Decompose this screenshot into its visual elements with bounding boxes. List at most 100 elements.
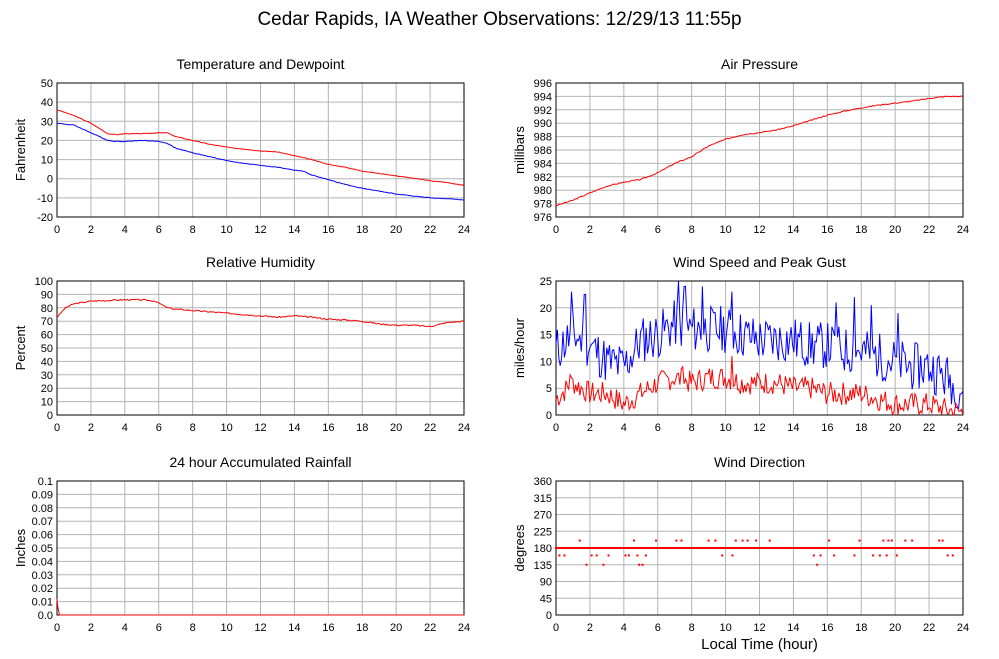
direction-point: [556, 547, 559, 549]
direction-point: [867, 547, 870, 549]
direction-point: [829, 547, 832, 549]
direction-point: [811, 547, 814, 549]
direction-point: [743, 547, 746, 549]
direction-point: [826, 547, 829, 549]
x-tick-label: 12: [254, 422, 266, 434]
direction-point: [911, 539, 914, 542]
direction-point: [678, 547, 681, 549]
x-tick-label: 12: [254, 224, 266, 236]
y-tick-label: 976: [534, 212, 552, 224]
direction-point: [880, 547, 883, 549]
direction-point: [834, 547, 837, 549]
direction-point: [627, 554, 630, 557]
direction-point: [782, 547, 785, 549]
direction-point: [807, 547, 810, 549]
direction-point: [897, 547, 900, 549]
x-tick-label: 6: [655, 224, 661, 236]
x-tick-label: 6: [156, 622, 162, 634]
direction-point: [941, 547, 944, 549]
direction-point: [639, 547, 642, 549]
direction-point: [768, 539, 771, 542]
y-tick-label: 0.04: [32, 556, 53, 568]
direction-point: [919, 547, 922, 549]
direction-point: [558, 547, 561, 549]
x-tick-label: 10: [220, 224, 232, 236]
x-tick-label: 4: [621, 622, 627, 634]
direction-point: [631, 547, 634, 549]
y-tick-label: 20: [41, 135, 53, 147]
x-tick-label: 14: [787, 224, 799, 236]
y-tick-label: 992: [534, 105, 552, 117]
direction-point: [621, 547, 624, 549]
direction-point: [734, 547, 737, 549]
direction-point: [590, 547, 593, 549]
direction-point: [855, 547, 858, 549]
direction-point: [724, 547, 727, 549]
y-tick-label: 270: [534, 510, 552, 522]
direction-point: [675, 547, 678, 549]
direction-point: [561, 547, 564, 549]
y-tick-label: 0: [546, 410, 552, 422]
direction-point: [809, 547, 812, 549]
direction-point: [848, 547, 851, 549]
direction-point: [836, 547, 839, 549]
direction-point: [804, 547, 807, 549]
direction-point: [590, 554, 593, 557]
direction-point: [746, 539, 749, 542]
x-tick-label: 16: [821, 224, 833, 236]
direction-point: [875, 547, 878, 549]
direction-point: [833, 554, 836, 557]
direction-point: [736, 547, 739, 549]
x-tick-label: 18: [855, 224, 867, 236]
direction-point: [733, 547, 736, 549]
direction-point: [641, 547, 644, 549]
direction-point: [614, 547, 617, 549]
direction-point: [902, 547, 905, 549]
direction-point: [672, 547, 675, 549]
x-tick-label: 0: [54, 422, 60, 434]
x-tick-label: 0: [54, 224, 60, 236]
x-tick-label: 22: [923, 422, 935, 434]
direction-point: [638, 547, 641, 549]
direction-point: [594, 547, 597, 549]
direction-point: [883, 547, 886, 549]
x-tick-label: 12: [753, 622, 765, 634]
direction-point: [936, 547, 939, 549]
y-tick-label: 996: [534, 78, 552, 90]
direction-point: [592, 547, 595, 549]
direction-point: [797, 547, 800, 549]
direction-point: [670, 547, 673, 549]
direction-point: [953, 547, 956, 549]
direction-point: [789, 547, 792, 549]
plot-frame: [56, 82, 465, 218]
direction-point: [758, 547, 761, 549]
direction-point: [900, 547, 903, 549]
direction-point: [890, 547, 893, 549]
direction-point: [938, 547, 941, 549]
direction-point: [958, 547, 961, 549]
direction-point: [761, 547, 764, 549]
direction-point: [868, 547, 871, 549]
direction-point: [772, 547, 775, 549]
y-axis-label: Inches: [13, 528, 28, 567]
direction-point: [853, 547, 856, 549]
x-tick-label: 14: [787, 422, 799, 434]
direction-point: [822, 547, 825, 549]
direction-point: [587, 547, 590, 549]
direction-point: [571, 547, 574, 549]
direction-point: [872, 554, 875, 557]
direction-point: [636, 547, 639, 549]
y-tick-label: 5: [546, 383, 552, 395]
direction-point: [707, 547, 710, 549]
direction-point: [753, 547, 756, 549]
direction-point: [768, 547, 771, 549]
direction-point: [697, 547, 700, 549]
direction-point: [609, 547, 612, 549]
y-tick-label: 60: [41, 330, 53, 342]
direction-point: [600, 547, 603, 549]
y-tick-label: 988: [534, 132, 552, 144]
direction-point: [555, 547, 557, 549]
direction-point: [887, 539, 890, 542]
direction-point: [731, 547, 734, 549]
